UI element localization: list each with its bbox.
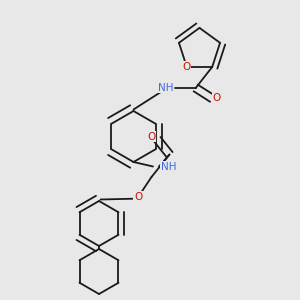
Text: NH: NH [160,161,176,172]
Text: O: O [134,191,142,202]
Text: NH: NH [158,83,173,93]
Text: O: O [213,94,221,103]
Text: O: O [147,131,156,142]
Text: O: O [183,62,191,72]
